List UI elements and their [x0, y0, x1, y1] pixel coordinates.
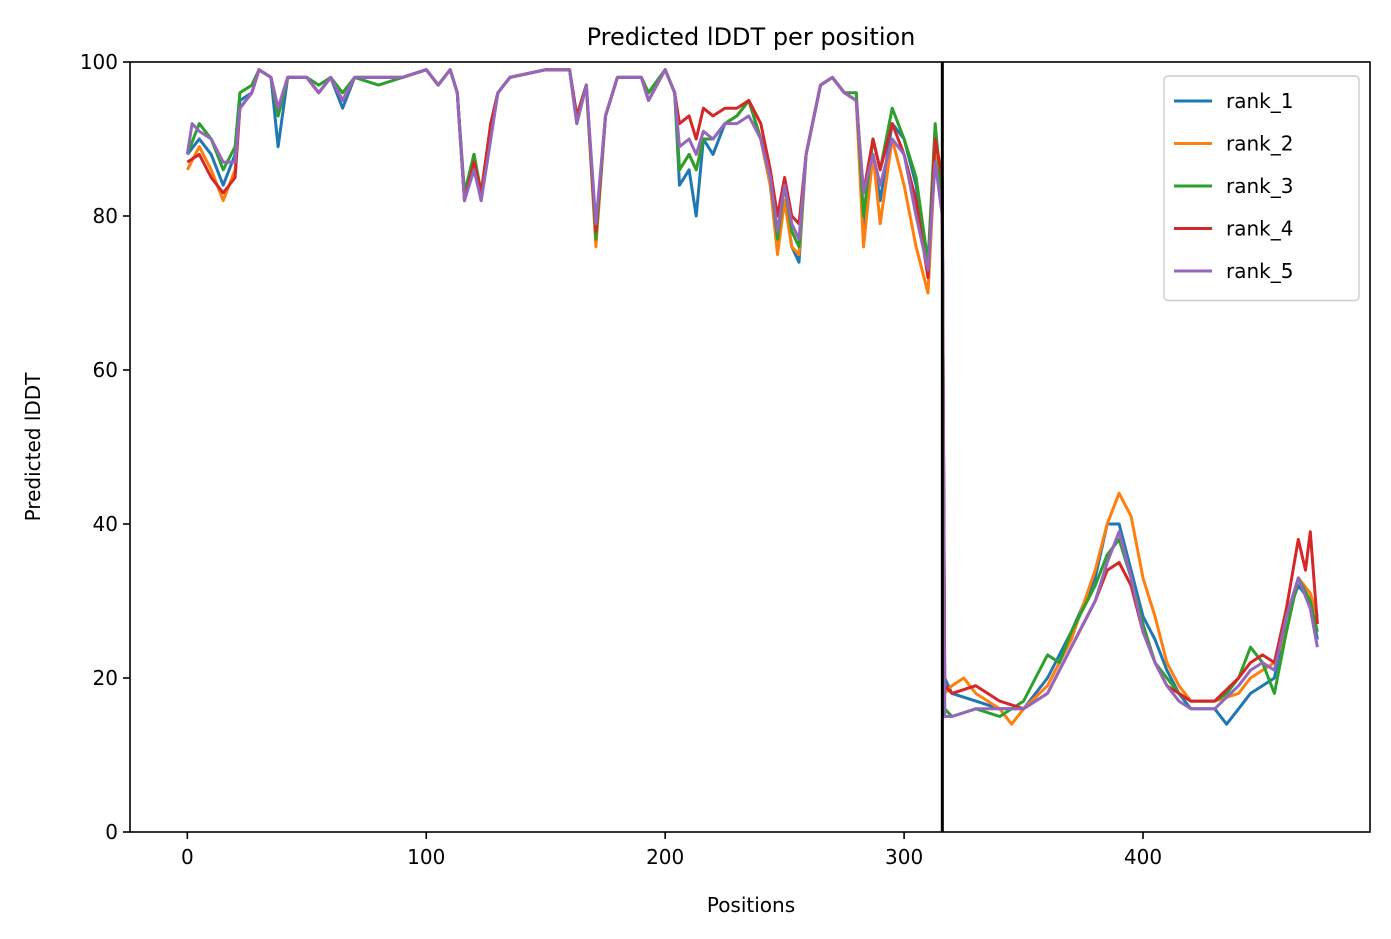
x-tick-label: 100: [407, 845, 445, 869]
x-tick-label: 0: [181, 845, 194, 869]
legend-label-rank-2: rank_2: [1226, 132, 1293, 156]
x-tick-label: 200: [646, 845, 684, 869]
y-tick-label: 100: [80, 50, 118, 74]
legend: rank_1 rank_2 rank_3 rank_4 rank_5: [1163, 75, 1360, 302]
legend-label-rank-3: rank_3: [1226, 174, 1293, 198]
y-axis-label: Predicted lDDT: [21, 372, 45, 522]
chart-title: Predicted lDDT per position: [587, 23, 916, 51]
legend-box: [1163, 75, 1360, 302]
plot-frame: [129, 61, 1371, 833]
plot-area: [185, 62, 1319, 832]
y-tick-label: 60: [93, 358, 118, 382]
series-group: [185, 62, 1319, 832]
x-tick-label: 400: [1124, 845, 1162, 869]
legend-label-rank-4: rank_4: [1226, 217, 1293, 241]
y-tick-label: 0: [105, 820, 118, 844]
x-tick-label: 300: [885, 845, 923, 869]
y-tick-label: 80: [93, 204, 118, 228]
series-line-rank-5: [185, 68, 1319, 718]
legend-label-rank-1: rank_1: [1226, 89, 1293, 113]
y-tick-label: 40: [93, 512, 118, 536]
legend-label-rank-5: rank_5: [1226, 259, 1293, 283]
axes: 0 100 200 300 400 0 20 40 60 80 100: [80, 50, 1371, 869]
y-tick-label: 20: [93, 666, 118, 690]
x-axis-label: Positions: [707, 893, 795, 917]
